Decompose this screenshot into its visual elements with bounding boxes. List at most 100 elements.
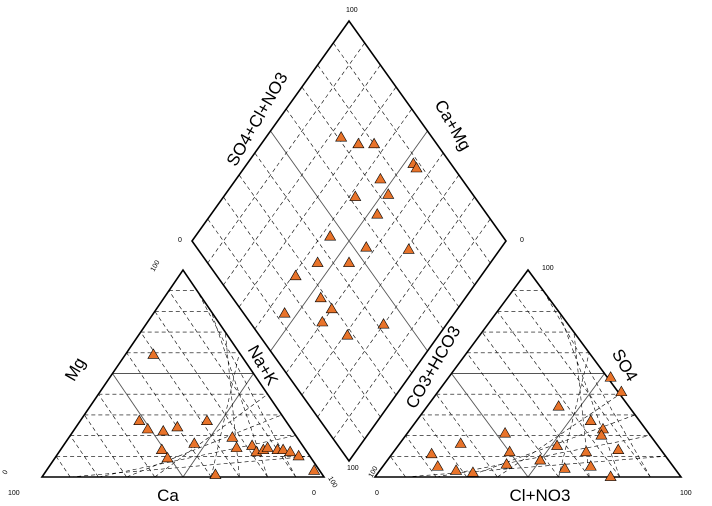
anion-point bbox=[551, 439, 564, 450]
cation-point bbox=[188, 437, 201, 448]
cation-frame bbox=[40, 268, 326, 478]
cation-point bbox=[246, 439, 259, 450]
cation-point bbox=[200, 414, 213, 426]
diamond-frame bbox=[191, 19, 507, 463]
cation-point bbox=[157, 424, 170, 436]
anion-gridline bbox=[405, 456, 666, 478]
diamond-point bbox=[371, 208, 384, 219]
cation-point bbox=[261, 441, 274, 452]
diamond-point bbox=[402, 243, 415, 254]
cation-triangle bbox=[40, 268, 326, 479]
diamond-gridline bbox=[270, 130, 428, 352]
diamond-point bbox=[335, 131, 348, 142]
anion-gridline bbox=[512, 290, 651, 478]
anion-gridline bbox=[435, 394, 498, 478]
cation-point bbox=[133, 414, 146, 426]
anion-gridline bbox=[558, 311, 621, 478]
cation-point bbox=[230, 441, 243, 452]
anion-point bbox=[595, 429, 608, 440]
diamond-point bbox=[410, 161, 423, 173]
anion-tick-bottom-left: 0 bbox=[375, 490, 379, 497]
cation-gridline bbox=[168, 290, 297, 478]
anion-gridline bbox=[390, 456, 406, 478]
anion-point bbox=[466, 466, 479, 477]
anion-gridline bbox=[466, 352, 559, 478]
cation-gridline bbox=[196, 290, 297, 478]
anion-point bbox=[552, 400, 565, 411]
anion-tick-left-bottom: 100 bbox=[368, 465, 380, 479]
anion-point bbox=[604, 371, 617, 382]
diamond-point bbox=[314, 291, 327, 303]
cation-gridline bbox=[225, 332, 240, 478]
cation-gridline bbox=[182, 373, 254, 478]
cation-point bbox=[277, 443, 290, 455]
diamond-point bbox=[311, 256, 324, 267]
anion-point bbox=[499, 427, 512, 438]
anion-gridline bbox=[405, 435, 437, 478]
anion-point bbox=[615, 385, 628, 397]
diamond-gridline bbox=[333, 42, 491, 264]
anion-point bbox=[584, 460, 597, 471]
diamond-point bbox=[341, 329, 354, 340]
anion-gridline bbox=[420, 414, 468, 478]
cation-point bbox=[292, 449, 305, 461]
anion-axis-bottom-label: Cl+NO3 bbox=[510, 486, 571, 505]
diamond-tick-top: 100 bbox=[346, 7, 358, 14]
diamond-point bbox=[374, 172, 387, 184]
anion-point bbox=[431, 460, 444, 471]
cation-point bbox=[147, 348, 160, 359]
cation-axis-bottom-label: Ca bbox=[157, 486, 179, 505]
anion-point bbox=[450, 464, 463, 475]
cation-gridline bbox=[69, 435, 99, 478]
cation-axis-right-label: Na+K bbox=[244, 342, 282, 389]
cation-tick-top: 100 bbox=[150, 259, 162, 273]
cation-point bbox=[161, 451, 174, 463]
anion-gridline bbox=[451, 373, 529, 478]
diamond-point bbox=[325, 302, 338, 314]
cation-tick-bottom-left: 100 bbox=[8, 490, 20, 497]
cation-gridline bbox=[210, 352, 240, 478]
anion-gridline bbox=[481, 331, 590, 478]
diamond-point bbox=[382, 188, 395, 199]
diamond-point bbox=[342, 256, 356, 267]
anion-point bbox=[584, 414, 597, 426]
anion-gridline bbox=[497, 311, 621, 478]
anion-gridline bbox=[543, 290, 651, 478]
diamond-gridline bbox=[285, 108, 444, 330]
cation-tick-right-bottom: 100 bbox=[326, 476, 338, 490]
cation-gridline bbox=[154, 311, 268, 478]
cation-point bbox=[226, 431, 239, 442]
anion-point bbox=[425, 447, 438, 459]
diamond-gridline bbox=[317, 64, 475, 286]
cation-axis-left-label: Mg bbox=[61, 354, 89, 384]
anion-tick-bottom-right: 100 bbox=[680, 490, 692, 497]
anion-triangle bbox=[373, 268, 683, 481]
anion-point bbox=[580, 445, 593, 457]
cation-gridline bbox=[84, 414, 127, 478]
cation-point bbox=[171, 420, 184, 432]
cation-gridline bbox=[55, 456, 71, 478]
diamond-gridline bbox=[223, 64, 381, 286]
cation-point bbox=[284, 445, 297, 457]
diamond-gridline bbox=[301, 86, 460, 308]
anion-frame bbox=[373, 268, 683, 478]
anion-point bbox=[534, 453, 547, 465]
diamond-point bbox=[316, 315, 329, 327]
diamond-point bbox=[324, 230, 337, 241]
diamond-tick-left: 0 bbox=[178, 237, 182, 244]
anion-point bbox=[500, 458, 513, 469]
diamond-point bbox=[377, 318, 390, 329]
anion-point bbox=[612, 443, 625, 455]
cation-point bbox=[141, 422, 154, 434]
diamond-point bbox=[289, 269, 302, 281]
diamond-tick-bottom: 100 bbox=[347, 465, 359, 472]
diamond-point bbox=[278, 307, 291, 318]
cation-tick-left-bottom: 0 bbox=[2, 469, 10, 476]
diamond-point bbox=[352, 137, 365, 149]
anion-gridline bbox=[466, 414, 636, 478]
anion-point bbox=[503, 445, 516, 457]
cation-gridline bbox=[140, 331, 240, 478]
diamond-point bbox=[368, 137, 381, 149]
diamond-tick-right: 0 bbox=[520, 237, 524, 244]
